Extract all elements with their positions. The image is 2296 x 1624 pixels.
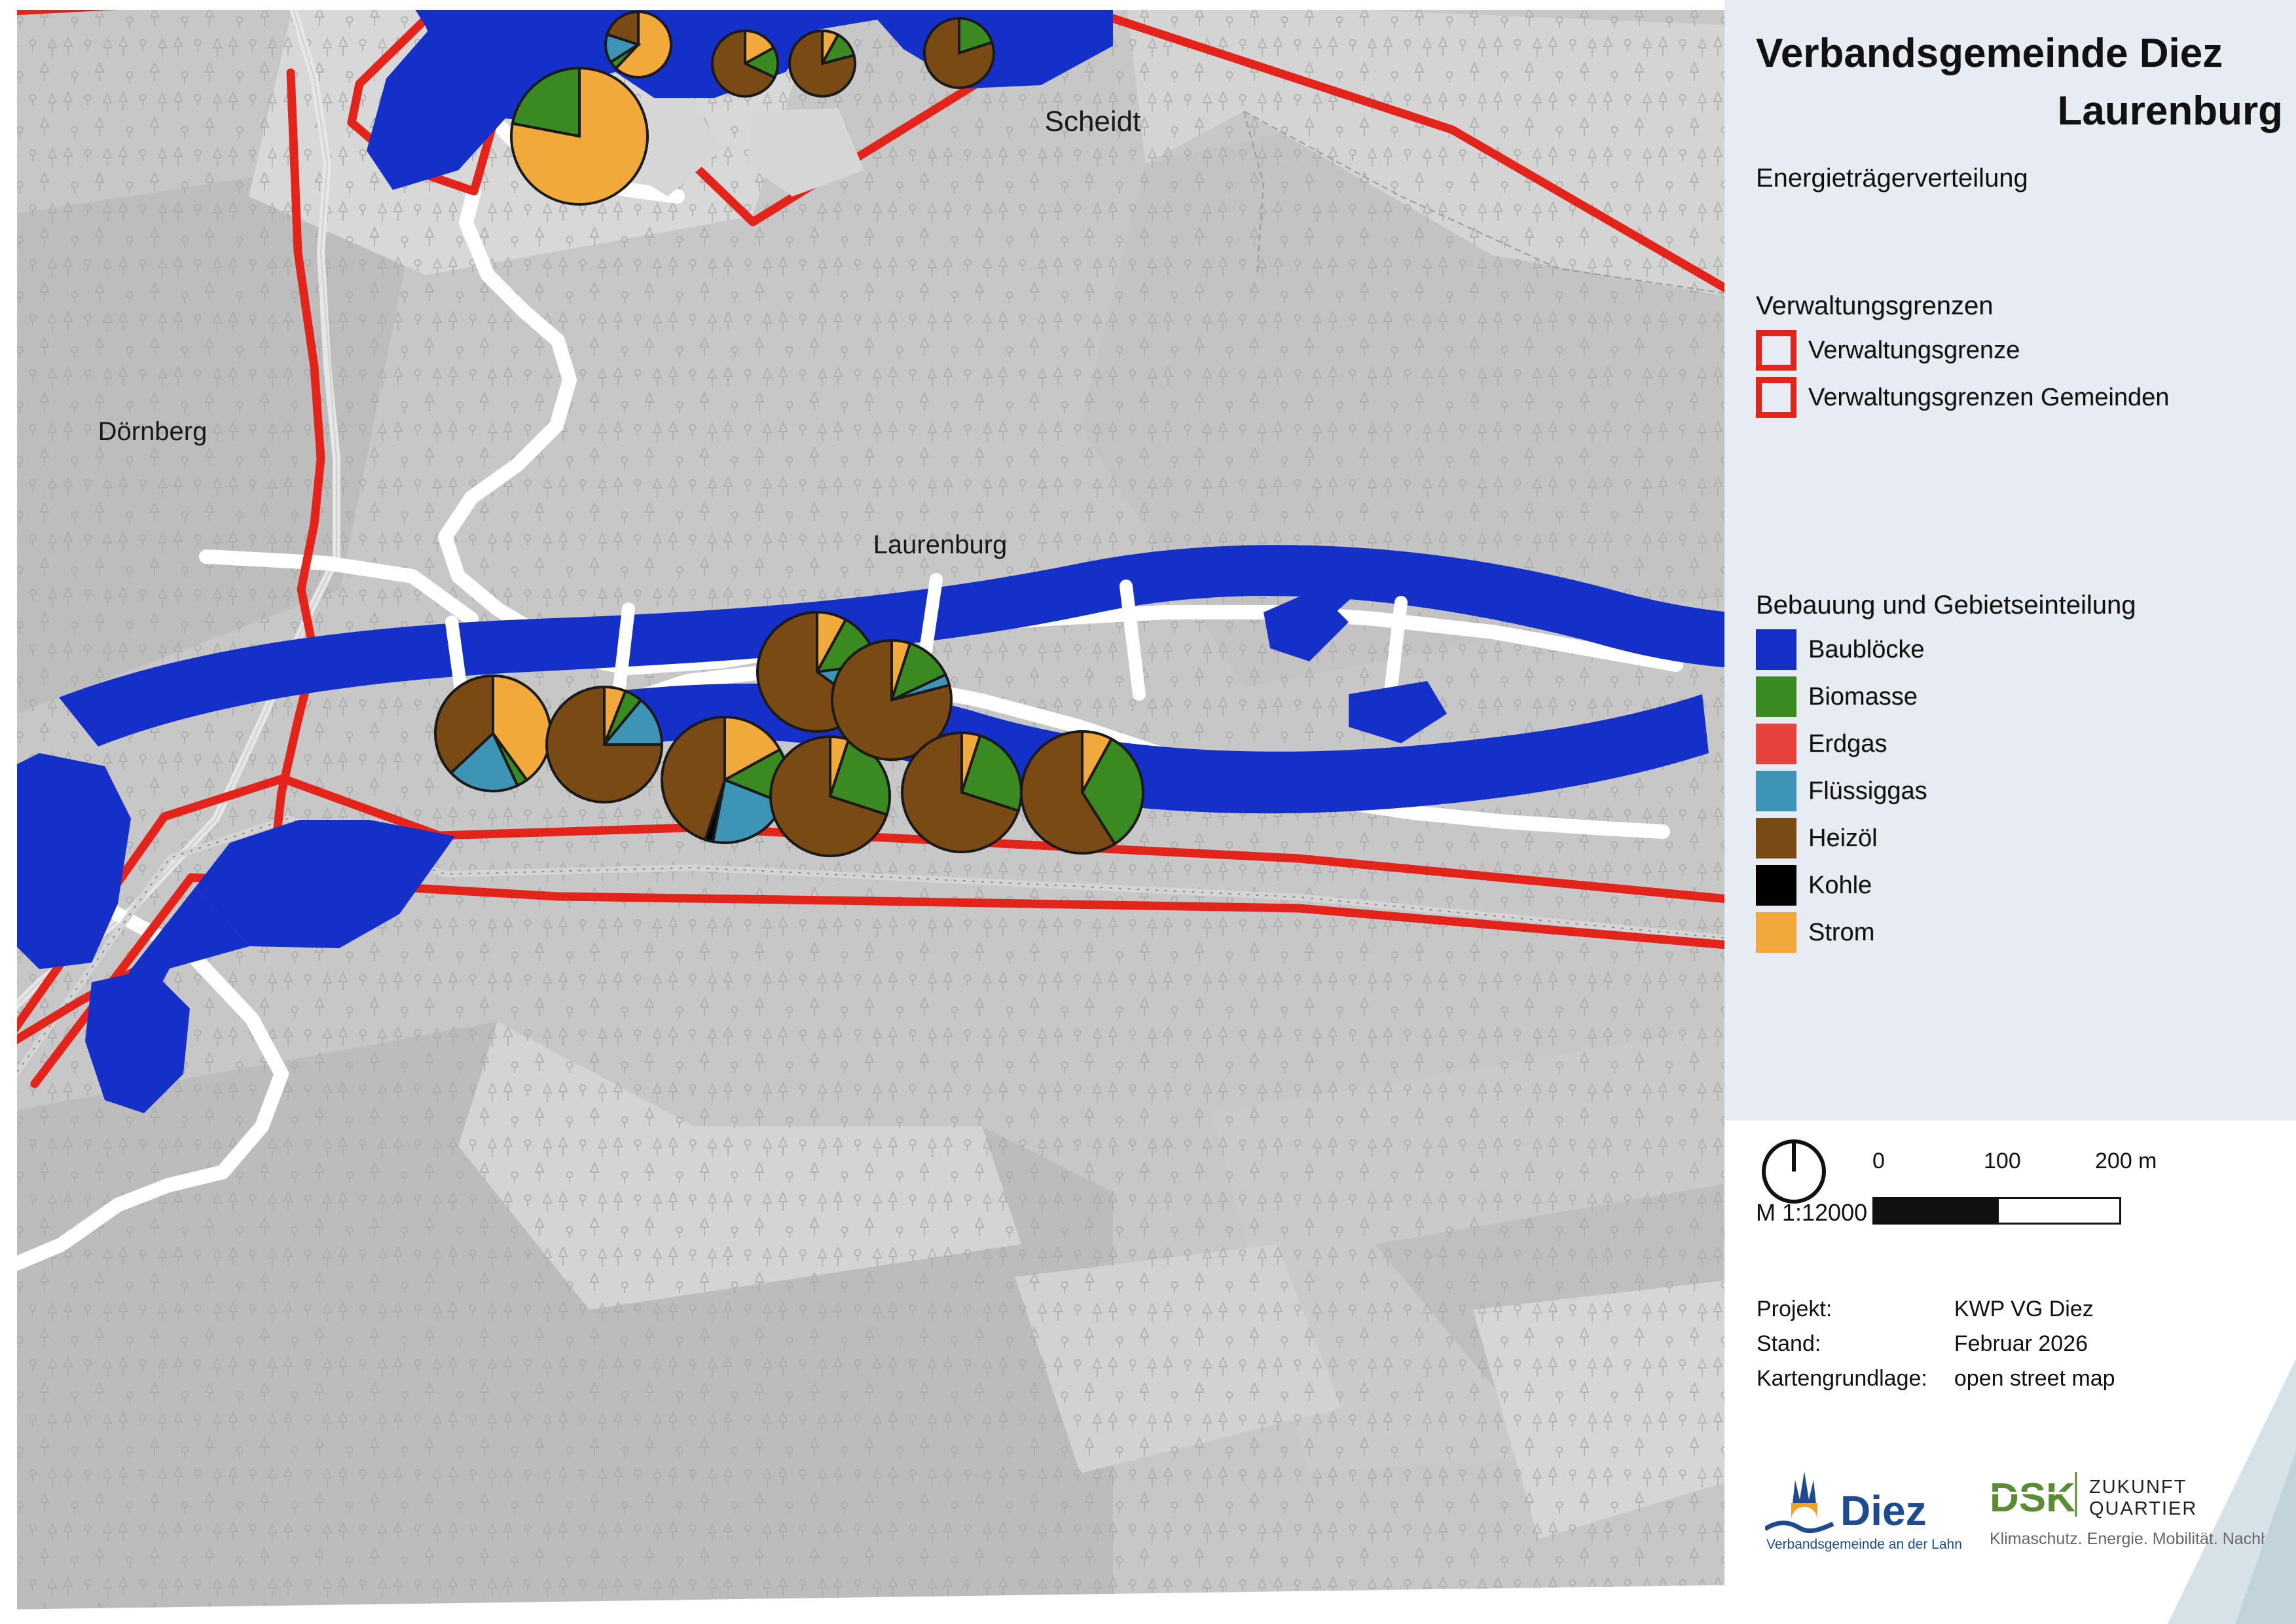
- svg-text:Dörnberg: Dörnberg: [98, 417, 208, 446]
- svg-text:Laurenburg: Laurenburg: [873, 530, 1008, 559]
- svg-text:Klimaschutz. Energie. Mobilitä: Klimaschutz. Energie. Mobilität. Nachhal…: [1990, 1530, 2265, 1548]
- svg-text:Scheidt: Scheidt: [1045, 105, 1141, 138]
- svg-text:Verbandsgemeinde an der Lahn: Verbandsgemeinde an der Lahn: [1766, 1537, 1962, 1552]
- svg-text:QUARTIER: QUARTIER: [2089, 1498, 2197, 1519]
- svg-text:DSK: DSK: [1990, 1475, 2075, 1521]
- svg-text:ZUKUNFT: ZUKUNFT: [2089, 1477, 2187, 1498]
- svg-text:Diez: Diez: [1840, 1487, 1927, 1534]
